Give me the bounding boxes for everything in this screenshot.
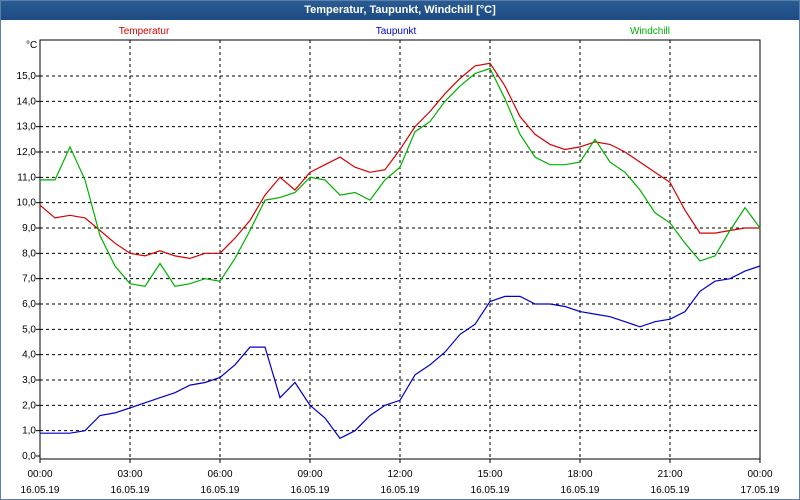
x-tick-date: 16.05.19 bbox=[201, 485, 240, 496]
y-tick-label: 3,0 bbox=[22, 375, 36, 386]
legend-windchill: Windchill bbox=[630, 26, 670, 37]
y-tick-label: 6,0 bbox=[22, 299, 36, 310]
y-tick-label: 7,0 bbox=[22, 274, 36, 285]
x-tick-date: 16.05.19 bbox=[561, 485, 600, 496]
x-tick-date: 16.05.19 bbox=[291, 485, 330, 496]
x-tick-time: 00:00 bbox=[747, 469, 772, 480]
y-tick-label: 10,0 bbox=[17, 198, 37, 209]
legend-temperatur: Temperatur bbox=[119, 26, 170, 37]
x-tick-time: 15:00 bbox=[477, 469, 502, 480]
x-tick-time: 00:00 bbox=[27, 469, 52, 480]
y-tick-label: 11,0 bbox=[17, 172, 36, 183]
y-tick-label: 14,0 bbox=[17, 96, 37, 107]
y-tick-label: 12,0 bbox=[17, 147, 37, 158]
y-tick-label: 9,0 bbox=[22, 223, 36, 234]
x-tick-time: 03:00 bbox=[117, 469, 142, 480]
chart-title: Temperatur, Taupunkt, Windchill [°C] bbox=[1, 1, 799, 20]
x-tick-time: 09:00 bbox=[297, 469, 322, 480]
x-tick-date: 16.05.19 bbox=[381, 485, 420, 496]
x-tick-date: 16.05.19 bbox=[21, 485, 60, 496]
y-tick-label: 13,0 bbox=[17, 122, 37, 133]
x-tick-date: 16.05.19 bbox=[651, 485, 690, 496]
x-tick-date: 16.05.19 bbox=[471, 485, 510, 496]
legend-taupunkt: Taupunkt bbox=[376, 26, 417, 37]
y-tick-label: 8,0 bbox=[22, 248, 36, 259]
plot-area bbox=[39, 39, 761, 460]
x-tick-time: 12:00 bbox=[387, 469, 412, 480]
y-tick-label: 15,0 bbox=[17, 71, 37, 82]
x-tick-date: 16.05.19 bbox=[111, 485, 150, 496]
series-line-windchill bbox=[40, 67, 761, 287]
y-tick-label: 1,0 bbox=[22, 426, 36, 437]
y-tick-label: 4,0 bbox=[22, 350, 36, 361]
x-tick-time: 06:00 bbox=[207, 469, 232, 480]
x-tick-time: 18:00 bbox=[567, 469, 592, 480]
x-tick-time: 21:00 bbox=[657, 469, 682, 480]
y-axis-unit-label: °C bbox=[26, 40, 37, 51]
series-line-temperatur bbox=[39, 62, 760, 260]
y-tick-label: 2,0 bbox=[22, 400, 36, 411]
y-tick-label: 5,0 bbox=[22, 324, 36, 335]
y-tick-label: 0,0 bbox=[22, 451, 36, 462]
x-tick-date: 17.05.19 bbox=[741, 485, 780, 496]
series-line-taupunkt bbox=[40, 265, 761, 440]
